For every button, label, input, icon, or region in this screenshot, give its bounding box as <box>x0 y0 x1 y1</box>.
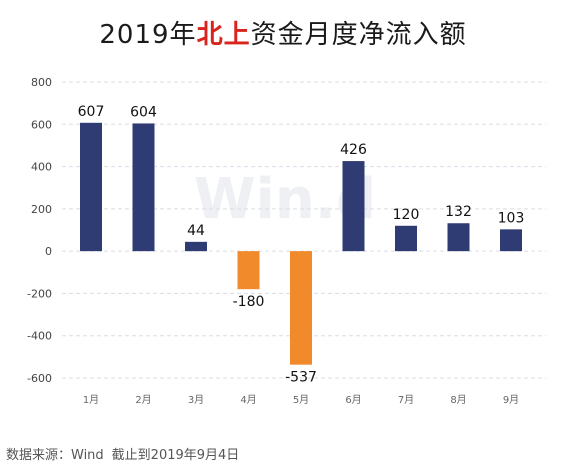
data-label: 607 <box>78 104 105 120</box>
bar <box>395 225 417 252</box>
y-tick-label: 200 <box>31 203 52 216</box>
title-highlight: 北上 <box>196 20 251 50</box>
bar <box>237 251 260 290</box>
bar <box>80 122 102 252</box>
data-label: 426 <box>340 142 367 158</box>
y-tick-label: 0 <box>45 245 52 258</box>
chart-title: 2019年北上资金月度净流入额 <box>0 14 566 51</box>
x-tick-label: 5月 <box>293 394 309 406</box>
source-note: 数据来源：Wind 截止到2019年9月4日 <box>6 444 239 463</box>
bars <box>80 122 522 365</box>
y-tick-label: -600 <box>27 372 52 385</box>
bar <box>500 229 522 252</box>
x-tick-label: 1月 <box>83 394 99 406</box>
x-tick-label: 7月 <box>398 394 414 406</box>
x-tick-label: 9月 <box>503 394 519 406</box>
bar <box>132 123 155 252</box>
y-axis-ticks: 800 600 400 200 0 -200 -400 -600 <box>27 76 52 385</box>
bar <box>447 223 470 252</box>
data-label: -537 <box>285 370 317 386</box>
data-label: 103 <box>498 210 525 226</box>
x-tick-label: 8月 <box>450 394 466 406</box>
x-tick-label: 2月 <box>135 394 151 406</box>
y-tick-label: 800 <box>31 76 52 89</box>
x-tick-label: 3月 <box>188 394 204 406</box>
x-tick-label: 4月 <box>240 394 256 406</box>
data-label: 604 <box>130 104 157 120</box>
y-tick-label: 400 <box>31 161 52 174</box>
data-label: 120 <box>393 207 420 223</box>
bar <box>185 241 207 252</box>
title-year: 2019年 <box>99 20 197 50</box>
bar <box>290 251 312 365</box>
source-label: 数据来源：Wind <box>6 448 104 463</box>
data-label: 132 <box>445 204 472 220</box>
title-rest: 资金月度净流入额 <box>250 20 467 50</box>
data-labels: 607 604 44 -180 -537 426 120 132 103 <box>78 104 525 386</box>
y-tick-label: -400 <box>27 330 52 343</box>
y-tick-label: 600 <box>31 118 52 131</box>
source-cutoff: 截止到2019年9月4日 <box>111 448 240 463</box>
x-tick-label: 6月 <box>345 394 361 406</box>
x-axis-ticks: 1月 2月 3月 4月 5月 6月 7月 8月 9月 <box>83 394 519 406</box>
data-label: -180 <box>233 294 265 310</box>
y-tick-label: -200 <box>27 287 52 300</box>
data-label: 44 <box>187 223 205 239</box>
bar <box>342 161 365 252</box>
